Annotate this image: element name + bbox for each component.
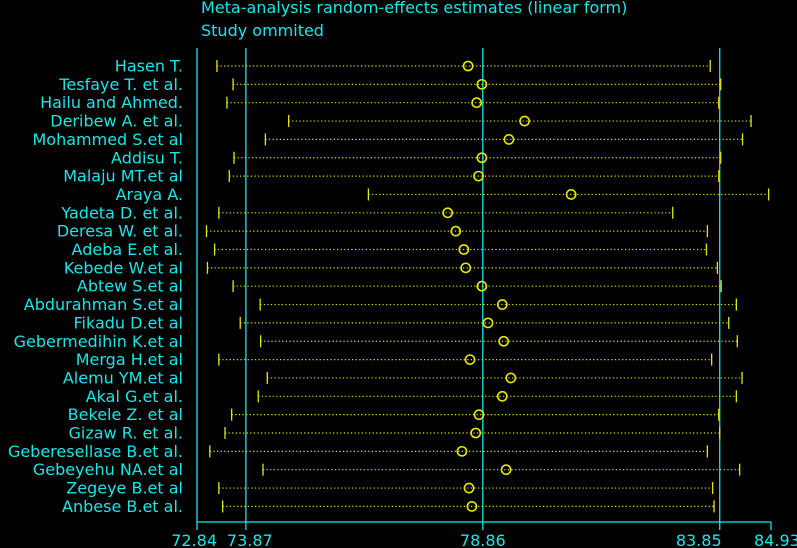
chart-subtitle: Study ommited bbox=[201, 21, 324, 40]
study-label: Abtew S.et al bbox=[77, 277, 183, 296]
study-estimate-marker bbox=[466, 500, 478, 512]
study-label: Geberesellase B.et al. bbox=[8, 442, 183, 461]
study-label: Merga H.et al bbox=[76, 350, 183, 369]
study-estimate-marker bbox=[473, 409, 485, 421]
study-label: Addisu T. bbox=[111, 148, 183, 167]
study-estimate-marker bbox=[460, 262, 472, 274]
study-label: Malaju MT.et al bbox=[63, 167, 183, 186]
study-estimate-marker bbox=[464, 354, 476, 365]
study-label: Yadeta D. et al. bbox=[60, 203, 183, 222]
study-estimate-marker bbox=[463, 482, 475, 494]
study-label: Kebede W.et al bbox=[64, 258, 183, 277]
study-estimate-marker bbox=[470, 427, 482, 439]
study-label: Deresa W. et al. bbox=[57, 222, 183, 241]
study-estimate-marker bbox=[476, 152, 488, 164]
study-label: Mohammed S.et al bbox=[33, 130, 184, 149]
study-estimate-marker bbox=[462, 60, 474, 72]
study-estimate-marker bbox=[505, 372, 517, 384]
study-estimate-marker bbox=[519, 115, 530, 127]
study-label: Bekele Z. et al bbox=[68, 405, 183, 424]
study-label: Tesfaye T. et al. bbox=[58, 75, 183, 94]
study-estimate-marker bbox=[458, 244, 470, 255]
study-label: Zegeye B.et al bbox=[66, 479, 183, 498]
study-estimate-marker bbox=[482, 317, 494, 329]
study-label: Hailu and Ahmed. bbox=[40, 93, 183, 112]
study-estimate-marker bbox=[500, 464, 512, 476]
x-tick-label-1: 73.87 bbox=[227, 531, 273, 548]
study-label: Gizaw R. et al. bbox=[69, 424, 183, 443]
x-tick-label-0: 72.84 bbox=[171, 531, 217, 548]
study-estimate-marker bbox=[496, 390, 508, 402]
study-label: Hasen T. bbox=[115, 57, 183, 76]
study-estimate-marker bbox=[442, 207, 454, 219]
study-estimate-marker bbox=[456, 445, 468, 457]
x-tick-label-2: 78.86 bbox=[460, 531, 506, 548]
study-estimate-marker bbox=[471, 97, 483, 109]
study-label: Anbese B.et al. bbox=[62, 497, 183, 516]
study-estimate-marker bbox=[450, 225, 462, 237]
study-label: Abdurahman S.et al bbox=[24, 295, 183, 314]
study-label: Alemu YM.et al bbox=[63, 368, 183, 387]
study-label: Araya A. bbox=[116, 185, 183, 204]
x-tick-label-4: 84.93 bbox=[754, 531, 797, 548]
study-estimate-marker bbox=[496, 299, 508, 310]
study-label: Fikadu D.et al bbox=[73, 313, 183, 332]
study-estimate-marker bbox=[473, 170, 484, 182]
chart-title: Meta-analysis random-effects estimates (… bbox=[201, 0, 628, 17]
study-label: Gebermedihin K.et al bbox=[14, 332, 183, 351]
study-estimate-marker bbox=[565, 189, 577, 200]
study-estimate-marker bbox=[503, 133, 515, 145]
x-tick-label-3: 83.85 bbox=[676, 531, 722, 548]
study-estimate-marker bbox=[498, 335, 510, 347]
study-label: Deribew A. et al. bbox=[50, 112, 183, 131]
study-label: Adeba E.et al. bbox=[72, 240, 183, 259]
study-estimate-marker bbox=[476, 78, 488, 90]
study-label: Akal G.et al. bbox=[86, 387, 183, 406]
study-estimate-marker bbox=[476, 280, 488, 292]
study-label: Gebeyehu NA.et al bbox=[33, 460, 183, 479]
